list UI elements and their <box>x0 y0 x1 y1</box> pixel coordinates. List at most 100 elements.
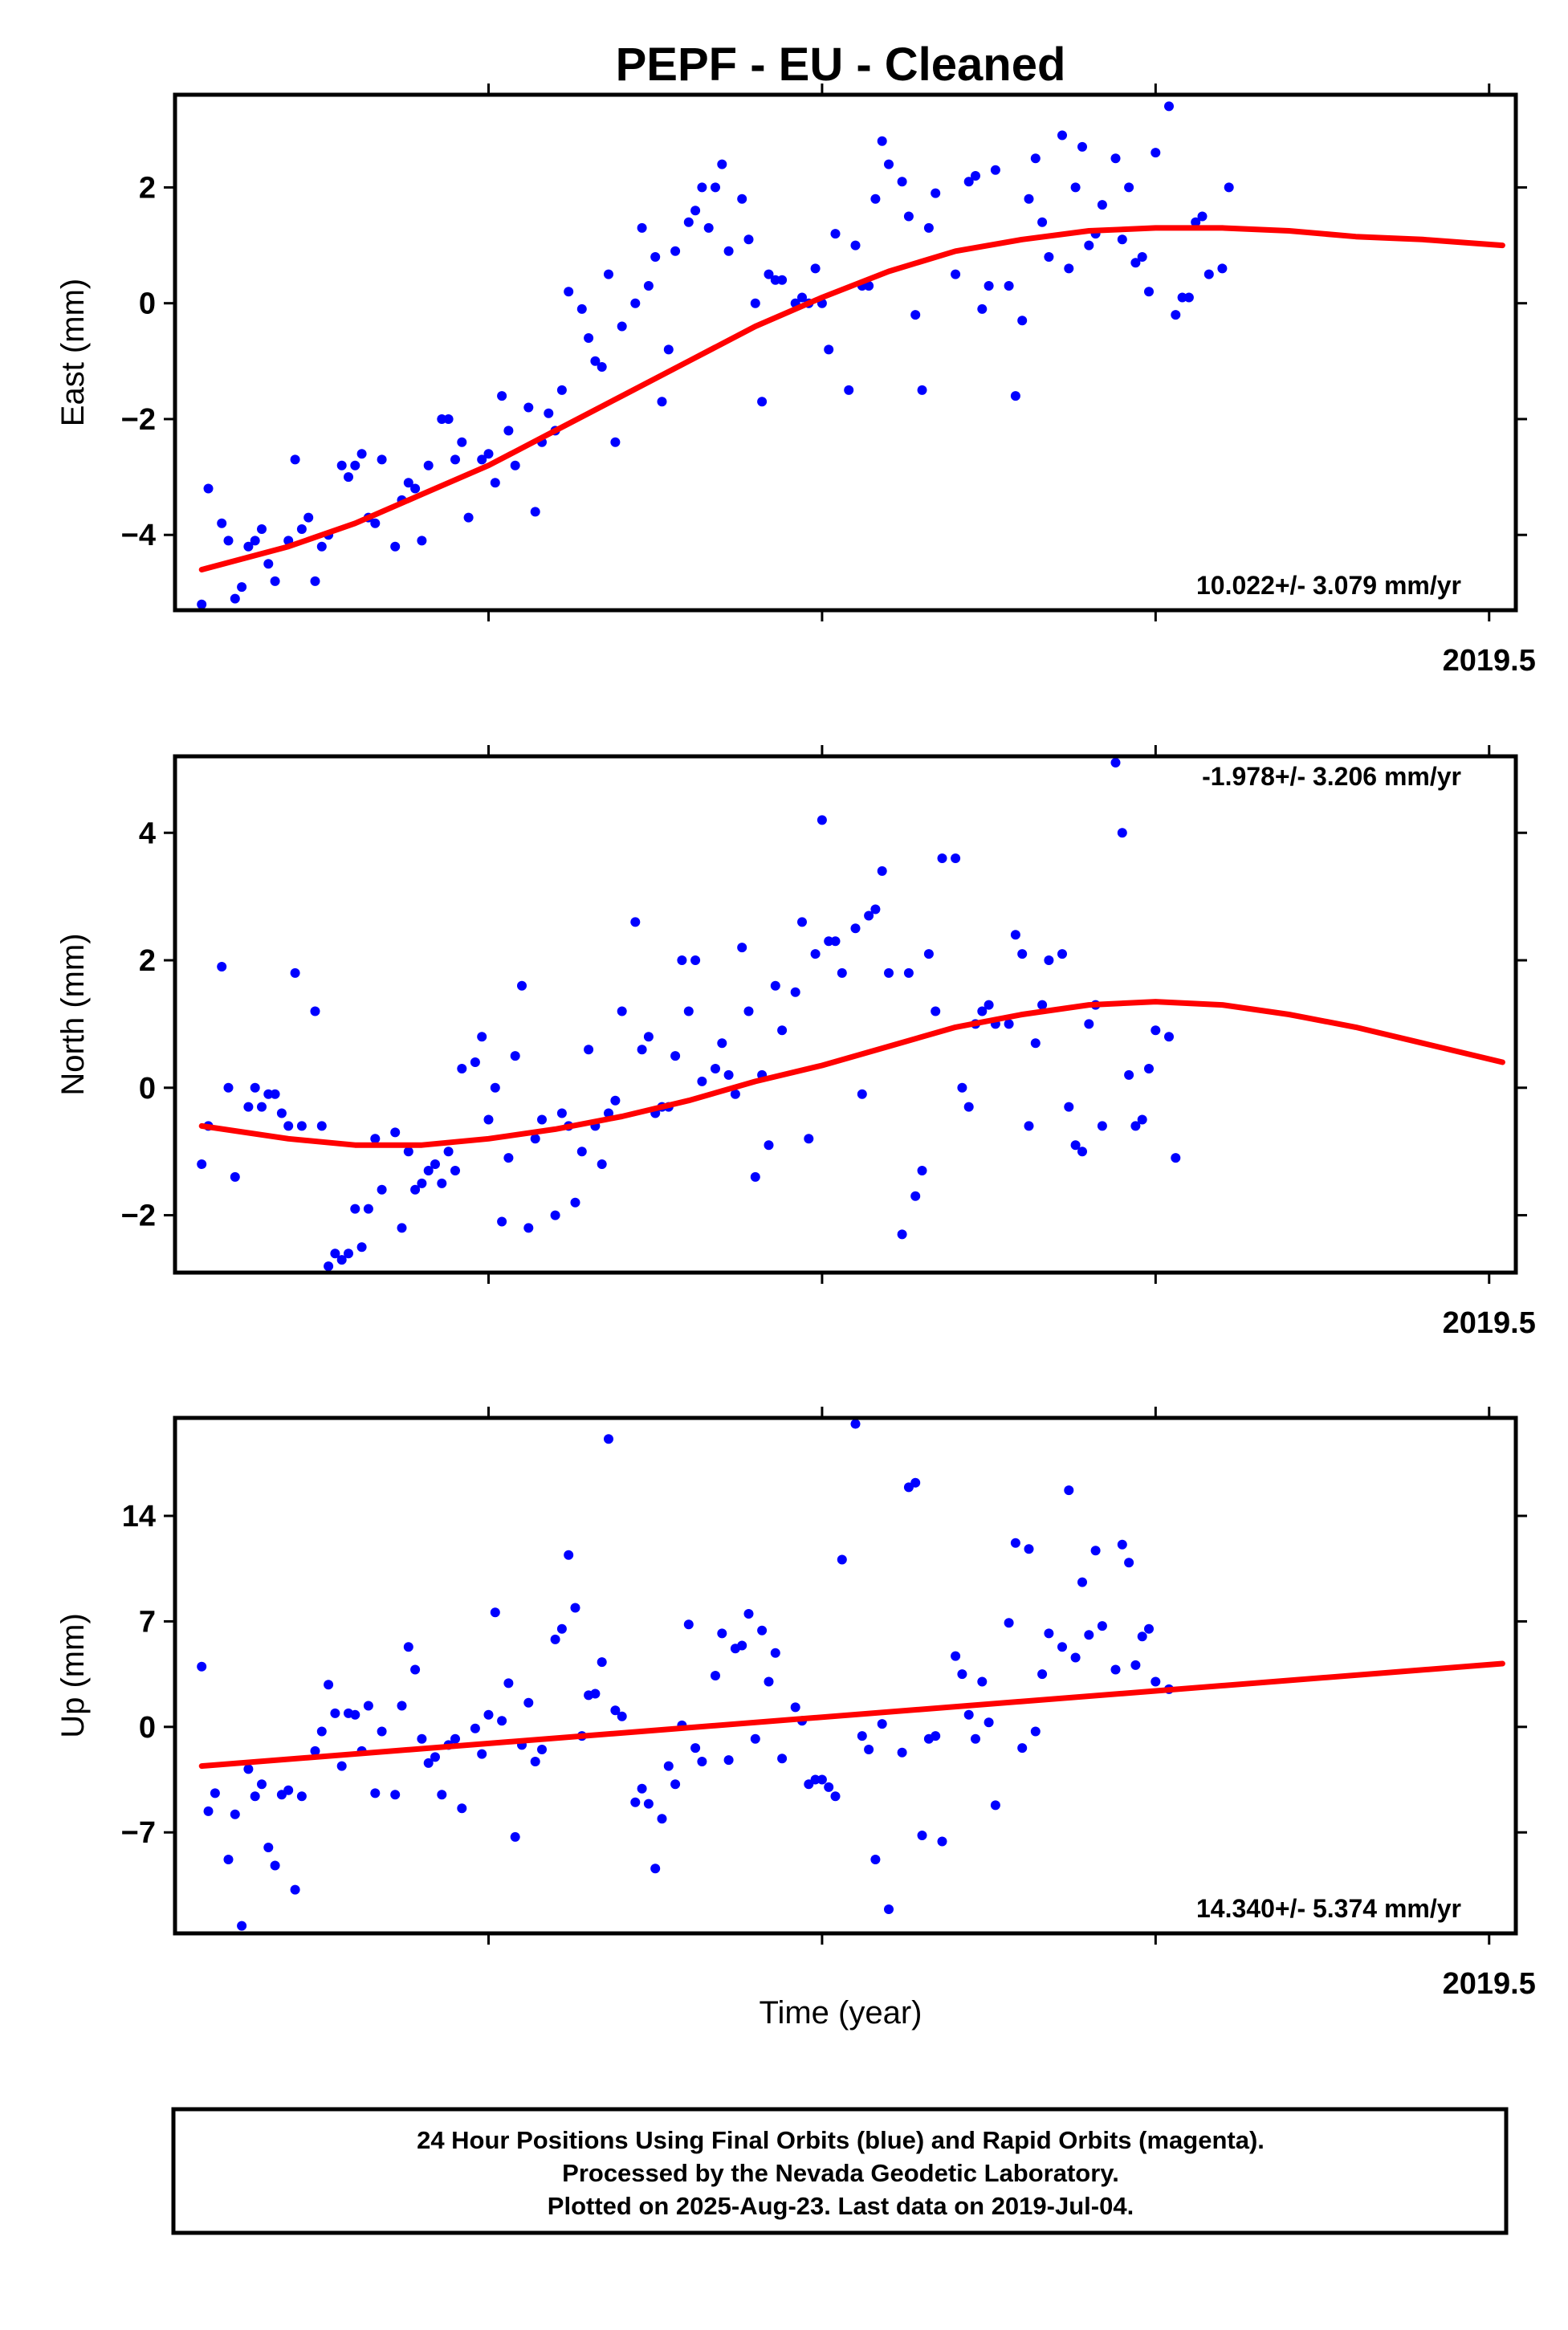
up-data-point <box>1110 1664 1121 1675</box>
north-data-point <box>1064 1102 1074 1112</box>
east-data-point <box>250 536 260 546</box>
up-data-point <box>203 1806 214 1816</box>
north-data-point <box>1171 1153 1181 1163</box>
footer-line-1: 24 Hour Positions Using Final Orbits (bl… <box>417 2126 1265 2154</box>
up-data-point <box>363 1701 373 1711</box>
east-data-point <box>777 275 788 285</box>
east-data-point <box>703 222 714 233</box>
east-data-point <box>737 193 747 204</box>
up-data-point <box>670 1779 681 1790</box>
up-data-point <box>430 1752 440 1762</box>
footer-box <box>171 2107 1509 2235</box>
up-data-point <box>470 1723 480 1733</box>
north-data-point <box>790 987 800 997</box>
north-data-point <box>690 955 701 965</box>
east-data-point <box>643 281 654 291</box>
up-data-point <box>764 1676 774 1687</box>
east-plot-frame <box>173 92 1518 613</box>
up-rate-annotation: 14.340+/- 5.374 mm/yr <box>1196 1894 1461 1923</box>
up-data-point <box>530 1757 540 1766</box>
north-data-point <box>417 1178 427 1188</box>
up-data-point <box>877 1719 887 1729</box>
up-data-point <box>1057 1642 1067 1652</box>
footer-line-3: Plotted on 2025-Aug-23. Last data on 201… <box>548 2192 1134 2220</box>
east-data-point <box>923 222 934 233</box>
east-data-point <box>1024 193 1034 204</box>
east-data-point <box>670 246 681 256</box>
up-data-point <box>864 1745 874 1754</box>
up-data-point <box>497 1716 507 1726</box>
north-rate-annotation: -1.978+/- 3.206 mm/yr <box>1202 762 1461 791</box>
east-data-point <box>1077 141 1087 152</box>
east-data-point <box>203 483 214 494</box>
up-fit-line <box>198 1660 1505 1770</box>
up-data-point <box>1024 1544 1034 1554</box>
up-data-point <box>1030 1726 1041 1737</box>
north-data-point <box>597 1159 607 1169</box>
north-data-point <box>270 1089 280 1099</box>
east-data-point <box>903 211 914 222</box>
north-data-point <box>1070 1140 1081 1151</box>
east-data-point <box>877 136 887 146</box>
east-data-point <box>390 541 401 552</box>
east-data-point <box>743 234 754 245</box>
up-y-tick-label: −7 <box>121 1816 156 1850</box>
east-fit-line <box>198 225 1505 572</box>
east-data-point <box>356 449 367 459</box>
east-data-point <box>223 536 234 546</box>
east-data-point <box>316 541 327 552</box>
north-data-point <box>777 1025 788 1036</box>
up-data-point <box>817 1774 827 1785</box>
east-data-point <box>637 222 647 233</box>
up-data-point <box>1070 1652 1081 1663</box>
east-data-point <box>844 385 854 395</box>
east-data-point <box>830 229 841 239</box>
east-data-point <box>723 246 734 256</box>
up-data-point <box>917 1831 927 1840</box>
east-data-point <box>764 269 774 279</box>
up-data-point <box>977 1676 988 1687</box>
north-data-point <box>910 1191 921 1201</box>
east-data-point <box>1117 234 1127 245</box>
east-data-point <box>1070 182 1081 193</box>
north-data-point <box>1144 1064 1154 1073</box>
up-data-point <box>370 1788 381 1798</box>
up-data-point <box>263 1843 274 1852</box>
up-data-point <box>810 1774 821 1785</box>
east-data-point <box>657 397 667 407</box>
east-x-tick-label: 2019.5 <box>1443 644 1536 678</box>
up-data-point <box>1137 1631 1147 1642</box>
up-y-tick-label: 7 <box>139 1605 156 1639</box>
north-data-point <box>1117 828 1127 838</box>
north-data-point <box>410 1184 421 1195</box>
east-data-point <box>477 454 487 465</box>
east-rate-annotation: 10.022+/- 3.079 mm/yr <box>1196 571 1461 600</box>
north-data-point <box>457 1064 467 1073</box>
up-data-point <box>750 1733 760 1744</box>
north-data-point <box>951 853 961 863</box>
north-data-point <box>316 1121 327 1131</box>
east-data-point <box>931 188 941 198</box>
east-y-tick-label: 2 <box>139 171 156 205</box>
east-data-point <box>1097 200 1107 210</box>
north-data-point <box>397 1223 407 1233</box>
east-data-point <box>576 303 587 314</box>
up-data-point <box>403 1642 413 1652</box>
up-data-point <box>350 1709 360 1720</box>
up-data-point <box>1010 1538 1020 1548</box>
up-data-point <box>1044 1628 1054 1639</box>
north-data-point <box>517 980 527 991</box>
north-data-point <box>470 1057 480 1067</box>
east-data-point <box>237 582 247 593</box>
up-data-point <box>737 1640 747 1651</box>
up-data-point <box>250 1791 260 1802</box>
up-data-point <box>1077 1577 1087 1587</box>
north-data-point <box>550 1210 560 1220</box>
up-data-point <box>790 1702 800 1713</box>
up-data-point <box>637 1783 647 1794</box>
north-data-point <box>1024 1121 1034 1131</box>
east-data-point <box>523 402 534 413</box>
up-data-point <box>537 1745 547 1754</box>
north-data-point <box>737 943 747 953</box>
